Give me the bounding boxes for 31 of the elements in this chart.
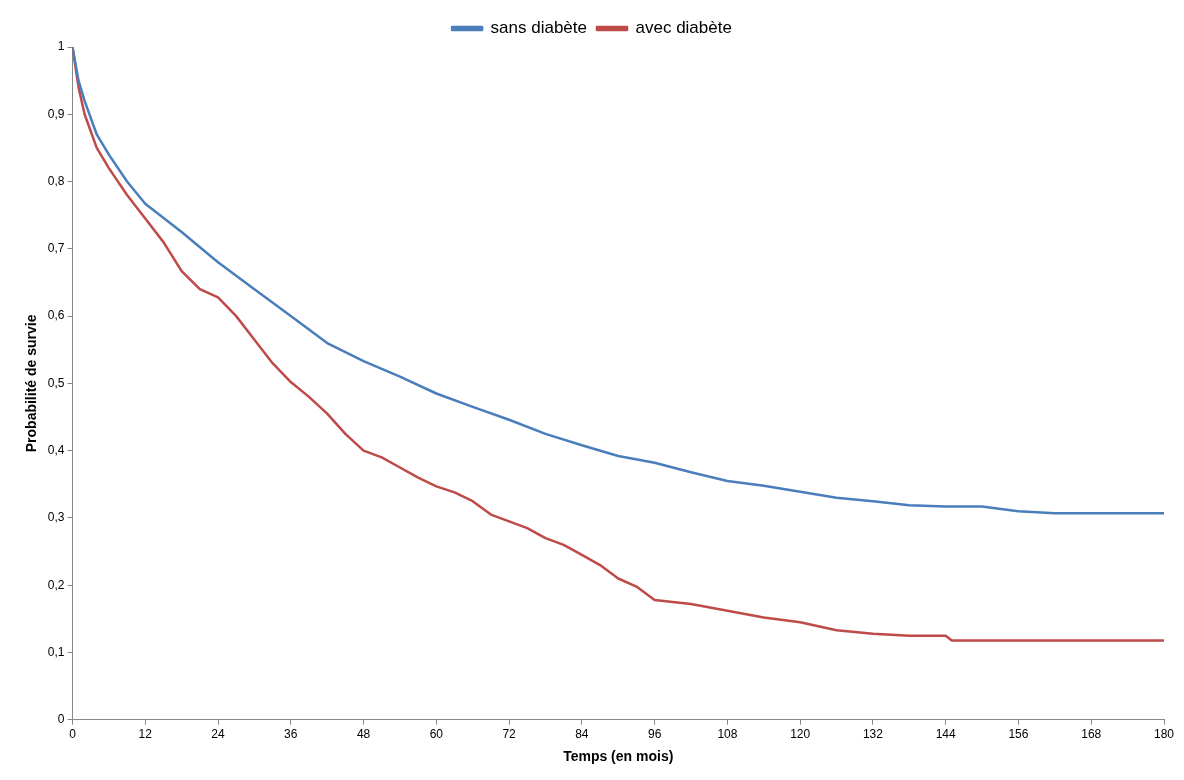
y-tick-label: 0,8 <box>47 173 65 188</box>
x-tick-label: 120 <box>790 727 811 742</box>
x-tick-label: 72 <box>502 727 517 742</box>
y-tick-label: 1 <box>57 39 65 54</box>
x-tick-label: 168 <box>1081 727 1102 742</box>
x-tick-label: 48 <box>356 727 371 742</box>
x-tick-label: 96 <box>647 727 662 742</box>
x-tick-label: 0 <box>69 727 77 742</box>
legend-label: avec diabète <box>635 18 732 38</box>
x-tick-label: 12 <box>138 727 153 742</box>
y-axis-title: Probabilité de survie <box>23 314 40 453</box>
y-tick-label: 0,4 <box>47 442 65 457</box>
y-tick-label: 0,1 <box>47 644 65 659</box>
x-axis-title: Temps (en mois) <box>563 748 674 765</box>
y-tick-label: 0,6 <box>47 308 65 323</box>
y-tick-label: 0,2 <box>47 577 65 592</box>
x-tick-label: 132 <box>862 727 884 742</box>
x-tick-label: 24 <box>211 727 226 742</box>
x-tick-label: 180 <box>1153 727 1175 742</box>
x-tick-label: 108 <box>717 727 738 742</box>
x-tick-label: 144 <box>935 727 957 742</box>
y-tick-label: 0,7 <box>47 241 65 256</box>
x-tick-label: 156 <box>1008 727 1029 742</box>
y-tick-label: 0 <box>57 712 65 727</box>
legend-label: sans diabète <box>490 18 587 38</box>
x-tick-label: 36 <box>284 727 298 742</box>
x-tick-label: 60 <box>429 727 444 742</box>
y-tick-label: 0,3 <box>47 510 65 525</box>
x-tick-label: 84 <box>575 727 589 742</box>
y-tick-label: 0,5 <box>47 375 65 390</box>
y-tick-label: 0,9 <box>47 106 65 121</box>
